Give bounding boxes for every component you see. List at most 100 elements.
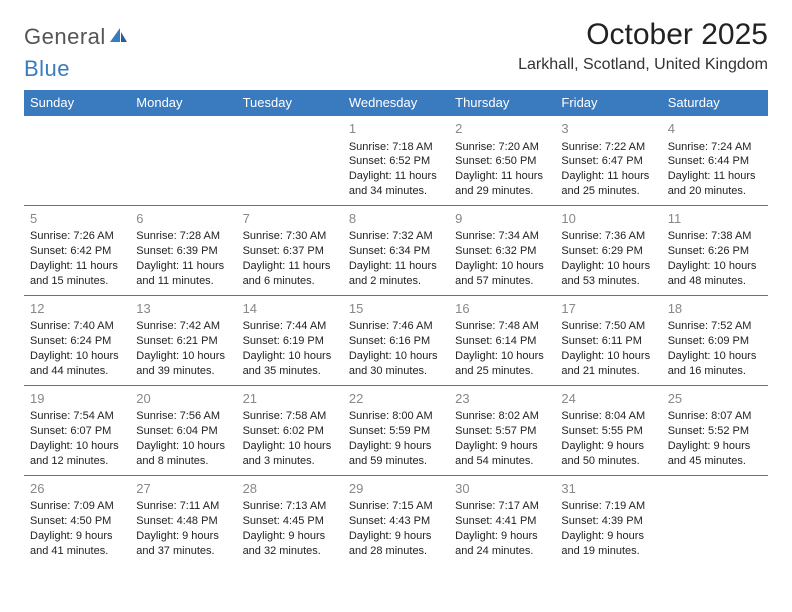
day-header: Friday	[555, 90, 661, 116]
sunrise-line: Sunrise: 7:09 AM	[30, 499, 124, 514]
sunrise-line: Sunrise: 7:54 AM	[30, 409, 124, 424]
day-number: 9	[455, 210, 549, 228]
daylight-line: Daylight: 9 hours and 32 minutes.	[243, 529, 337, 559]
calendar-cell: 5Sunrise: 7:26 AMSunset: 6:42 PMDaylight…	[24, 205, 130, 295]
calendar-cell: 16Sunrise: 7:48 AMSunset: 6:14 PMDayligh…	[449, 295, 555, 385]
calendar-cell	[662, 475, 768, 564]
day-number: 17	[561, 300, 655, 318]
day-number: 2	[455, 120, 549, 138]
sunset-line: Sunset: 5:57 PM	[455, 424, 549, 439]
daylight-line: Daylight: 10 hours and 25 minutes.	[455, 349, 549, 379]
calendar-cell	[24, 116, 130, 206]
sunset-line: Sunset: 5:52 PM	[668, 424, 762, 439]
day-number: 15	[349, 300, 443, 318]
day-number: 7	[243, 210, 337, 228]
day-header: Sunday	[24, 90, 130, 116]
day-number: 11	[668, 210, 762, 228]
sail-icon	[108, 24, 128, 50]
sunset-line: Sunset: 5:55 PM	[561, 424, 655, 439]
calendar-week-row: 12Sunrise: 7:40 AMSunset: 6:24 PMDayligh…	[24, 295, 768, 385]
sunrise-line: Sunrise: 7:32 AM	[349, 229, 443, 244]
sunset-line: Sunset: 5:59 PM	[349, 424, 443, 439]
sunrise-line: Sunrise: 7:46 AM	[349, 319, 443, 334]
calendar-week-row: 5Sunrise: 7:26 AMSunset: 6:42 PMDaylight…	[24, 205, 768, 295]
day-number: 3	[561, 120, 655, 138]
calendar-cell: 8Sunrise: 7:32 AMSunset: 6:34 PMDaylight…	[343, 205, 449, 295]
day-header: Thursday	[449, 90, 555, 116]
sunrise-line: Sunrise: 7:11 AM	[136, 499, 230, 514]
sunrise-line: Sunrise: 7:48 AM	[455, 319, 549, 334]
sunset-line: Sunset: 6:21 PM	[136, 334, 230, 349]
sunrise-line: Sunrise: 7:24 AM	[668, 140, 762, 155]
sunrise-line: Sunrise: 7:19 AM	[561, 499, 655, 514]
calendar-table: SundayMondayTuesdayWednesdayThursdayFrid…	[24, 90, 768, 565]
daylight-line: Daylight: 9 hours and 19 minutes.	[561, 529, 655, 559]
day-number: 1	[349, 120, 443, 138]
sunset-line: Sunset: 6:32 PM	[455, 244, 549, 259]
day-number: 26	[30, 480, 124, 498]
sunset-line: Sunset: 6:07 PM	[30, 424, 124, 439]
daylight-line: Daylight: 9 hours and 45 minutes.	[668, 439, 762, 469]
calendar-week-row: 1Sunrise: 7:18 AMSunset: 6:52 PMDaylight…	[24, 116, 768, 206]
calendar-cell: 18Sunrise: 7:52 AMSunset: 6:09 PMDayligh…	[662, 295, 768, 385]
day-number: 30	[455, 480, 549, 498]
calendar-cell: 17Sunrise: 7:50 AMSunset: 6:11 PMDayligh…	[555, 295, 661, 385]
calendar-cell: 23Sunrise: 8:02 AMSunset: 5:57 PMDayligh…	[449, 385, 555, 475]
sunrise-line: Sunrise: 8:00 AM	[349, 409, 443, 424]
sunset-line: Sunset: 6:52 PM	[349, 154, 443, 169]
calendar-cell: 13Sunrise: 7:42 AMSunset: 6:21 PMDayligh…	[130, 295, 236, 385]
sunrise-line: Sunrise: 7:50 AM	[561, 319, 655, 334]
day-number: 18	[668, 300, 762, 318]
sunset-line: Sunset: 6:34 PM	[349, 244, 443, 259]
sunrise-line: Sunrise: 7:40 AM	[30, 319, 124, 334]
daylight-line: Daylight: 10 hours and 57 minutes.	[455, 259, 549, 289]
sunset-line: Sunset: 6:26 PM	[668, 244, 762, 259]
daylight-line: Daylight: 9 hours and 50 minutes.	[561, 439, 655, 469]
day-number: 24	[561, 390, 655, 408]
calendar-cell	[237, 116, 343, 206]
day-number: 13	[136, 300, 230, 318]
calendar-week-row: 19Sunrise: 7:54 AMSunset: 6:07 PMDayligh…	[24, 385, 768, 475]
sunrise-line: Sunrise: 7:36 AM	[561, 229, 655, 244]
sunset-line: Sunset: 6:19 PM	[243, 334, 337, 349]
sunset-line: Sunset: 6:02 PM	[243, 424, 337, 439]
sunrise-line: Sunrise: 7:17 AM	[455, 499, 549, 514]
day-header: Tuesday	[237, 90, 343, 116]
brand-logo: GeneralBlue	[24, 24, 128, 82]
sunset-line: Sunset: 6:24 PM	[30, 334, 124, 349]
sunrise-line: Sunrise: 7:20 AM	[455, 140, 549, 155]
daylight-line: Daylight: 10 hours and 30 minutes.	[349, 349, 443, 379]
daylight-line: Daylight: 11 hours and 34 minutes.	[349, 169, 443, 199]
sunset-line: Sunset: 6:39 PM	[136, 244, 230, 259]
daylight-line: Daylight: 9 hours and 59 minutes.	[349, 439, 443, 469]
daylight-line: Daylight: 10 hours and 12 minutes.	[30, 439, 124, 469]
calendar-cell: 11Sunrise: 7:38 AMSunset: 6:26 PMDayligh…	[662, 205, 768, 295]
daylight-line: Daylight: 10 hours and 39 minutes.	[136, 349, 230, 379]
day-number: 25	[668, 390, 762, 408]
calendar-week-row: 26Sunrise: 7:09 AMSunset: 4:50 PMDayligh…	[24, 475, 768, 564]
day-number: 14	[243, 300, 337, 318]
daylight-line: Daylight: 10 hours and 21 minutes.	[561, 349, 655, 379]
day-number: 10	[561, 210, 655, 228]
calendar-cell: 3Sunrise: 7:22 AMSunset: 6:47 PMDaylight…	[555, 116, 661, 206]
calendar-header-row: SundayMondayTuesdayWednesdayThursdayFrid…	[24, 90, 768, 116]
sunrise-line: Sunrise: 8:07 AM	[668, 409, 762, 424]
daylight-line: Daylight: 9 hours and 37 minutes.	[136, 529, 230, 559]
sunrise-line: Sunrise: 7:38 AM	[668, 229, 762, 244]
sunrise-line: Sunrise: 7:26 AM	[30, 229, 124, 244]
sunset-line: Sunset: 6:29 PM	[561, 244, 655, 259]
day-number: 21	[243, 390, 337, 408]
sunrise-line: Sunrise: 7:18 AM	[349, 140, 443, 155]
daylight-line: Daylight: 11 hours and 29 minutes.	[455, 169, 549, 199]
calendar-cell: 22Sunrise: 8:00 AMSunset: 5:59 PMDayligh…	[343, 385, 449, 475]
calendar-cell: 28Sunrise: 7:13 AMSunset: 4:45 PMDayligh…	[237, 475, 343, 564]
day-number: 8	[349, 210, 443, 228]
calendar-cell: 7Sunrise: 7:30 AMSunset: 6:37 PMDaylight…	[237, 205, 343, 295]
brand-part2: Blue	[24, 56, 70, 81]
sunset-line: Sunset: 6:16 PM	[349, 334, 443, 349]
day-header: Saturday	[662, 90, 768, 116]
sunrise-line: Sunrise: 7:44 AM	[243, 319, 337, 334]
day-number: 6	[136, 210, 230, 228]
calendar-cell: 31Sunrise: 7:19 AMSunset: 4:39 PMDayligh…	[555, 475, 661, 564]
day-number: 29	[349, 480, 443, 498]
